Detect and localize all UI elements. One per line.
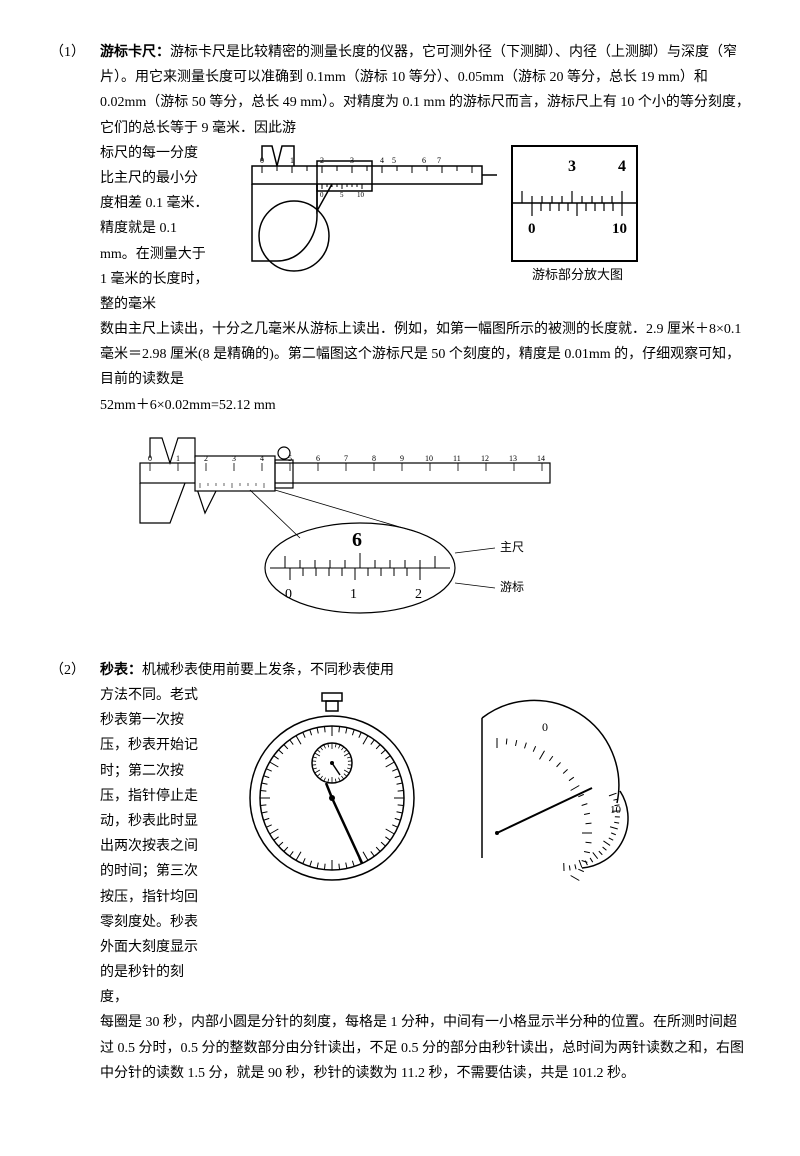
- stopwatch-figure: 0 10: [222, 683, 750, 893]
- svg-text:6: 6: [316, 454, 320, 463]
- svg-text:1: 1: [290, 156, 294, 165]
- svg-text:5: 5: [288, 454, 292, 463]
- svg-text:10: 10: [425, 454, 433, 463]
- label-vernier: 游标: [500, 580, 524, 594]
- wrap-text-2: 方法不同。老式秒表第一次按压，秒表开始记时；第二次按压，指针停止走动，秒表此时显…: [100, 683, 210, 1010]
- section-body-2: 秒表：机械秒表使用前要上发条，不同秒表使用 方法不同。老式秒表第一次按压，秒表开…: [100, 658, 750, 1086]
- svg-text:12: 12: [481, 454, 489, 463]
- svg-text:3: 3: [568, 158, 576, 175]
- svg-text:0: 0: [260, 156, 264, 165]
- intro-text-2: 机械秒表使用前要上发条，不同秒表使用: [142, 663, 394, 678]
- svg-text:10: 10: [610, 804, 622, 816]
- svg-text:14: 14: [537, 454, 545, 463]
- svg-text:4: 4: [618, 158, 626, 175]
- caliper-svg-2: 012 345 678 91011 121314: [100, 428, 580, 618]
- svg-text:9: 9: [400, 454, 404, 463]
- caliper-svg-1: 0 1 2 3 4 5 6 7 0: [222, 141, 642, 291]
- svg-text:4: 4: [260, 454, 264, 463]
- svg-text:10: 10: [612, 221, 627, 237]
- section-title-2: 秒表：: [100, 663, 142, 678]
- after-text-1: 数由主尺上读出，十分之几毫米从游标上读出．例如，如第一幅图所示的被测的长度就．2…: [100, 317, 750, 393]
- svg-text:2: 2: [320, 156, 324, 165]
- svg-text:6: 6: [422, 156, 426, 165]
- wrap-row-1: 标尺的每一分度比主尺的最小分度相差 0.1 毫米．精度就是 0.1 mm。在测量…: [100, 141, 750, 317]
- wrap-row-2: 方法不同。老式秒表第一次按压，秒表开始记时；第二次按压，指针停止走动，秒表此时显…: [100, 683, 750, 1010]
- svg-text:0: 0: [542, 720, 548, 734]
- svg-text:4: 4: [380, 156, 384, 165]
- svg-text:11: 11: [453, 454, 461, 463]
- zoom-label: 游标部分放大图: [532, 267, 623, 282]
- section-body: 游标卡尺：游标卡尺是比较精密的测量长度的仪器，它可测外径（下测脚）、内径（上测脚…: [100, 40, 750, 628]
- svg-text:1: 1: [350, 587, 357, 602]
- svg-text:2: 2: [415, 587, 422, 602]
- svg-text:7: 7: [437, 156, 441, 165]
- section-title: 游标卡尺：: [100, 45, 170, 60]
- caliper-figure-1: 0 1 2 3 4 5 6 7 0: [222, 141, 750, 291]
- svg-text:0: 0: [528, 221, 536, 237]
- section-stopwatch: （2） 秒表：机械秒表使用前要上发条，不同秒表使用 方法不同。老式秒表第一次按压…: [50, 658, 750, 1086]
- svg-text:5: 5: [392, 156, 396, 165]
- stopwatch-svg: 0 10: [222, 683, 642, 893]
- section-caliper: （1） 游标卡尺：游标卡尺是比较精密的测量长度的仪器，它可测外径（下测脚）、内径…: [50, 40, 750, 628]
- svg-text:0: 0: [148, 454, 152, 463]
- svg-text:3: 3: [232, 454, 236, 463]
- svg-text:10: 10: [357, 191, 365, 199]
- svg-text:6: 6: [352, 529, 362, 551]
- result-text: 52mm＋6×0.02mm=52.12 mm: [100, 393, 750, 418]
- intro-text: 游标卡尺是比较精密的测量长度的仪器，它可测外径（下测脚）、内径（上测脚）与深度（…: [100, 45, 750, 136]
- section-number: （1）: [50, 40, 100, 628]
- label-main-scale: 主尺: [500, 540, 524, 554]
- caliper-figure-2: 012 345 678 91011 121314: [100, 428, 750, 618]
- svg-text:8: 8: [372, 454, 376, 463]
- after-text-2: 每圈是 30 秒，内部小圆是分针的刻度，每格是 1 分种，中间有一小格显示半分种…: [100, 1010, 750, 1086]
- svg-text:3: 3: [350, 156, 354, 165]
- svg-text:1: 1: [176, 454, 180, 463]
- svg-text:5: 5: [340, 191, 344, 199]
- wrap-text-1: 标尺的每一分度比主尺的最小分度相差 0.1 毫米．精度就是 0.1 mm。在测量…: [100, 141, 210, 317]
- section-number-2: （2）: [50, 658, 100, 1086]
- svg-text:0: 0: [285, 587, 292, 602]
- svg-text:13: 13: [509, 454, 517, 463]
- svg-text:2: 2: [204, 454, 208, 463]
- svg-text:0: 0: [320, 191, 324, 199]
- svg-text:7: 7: [344, 454, 348, 463]
